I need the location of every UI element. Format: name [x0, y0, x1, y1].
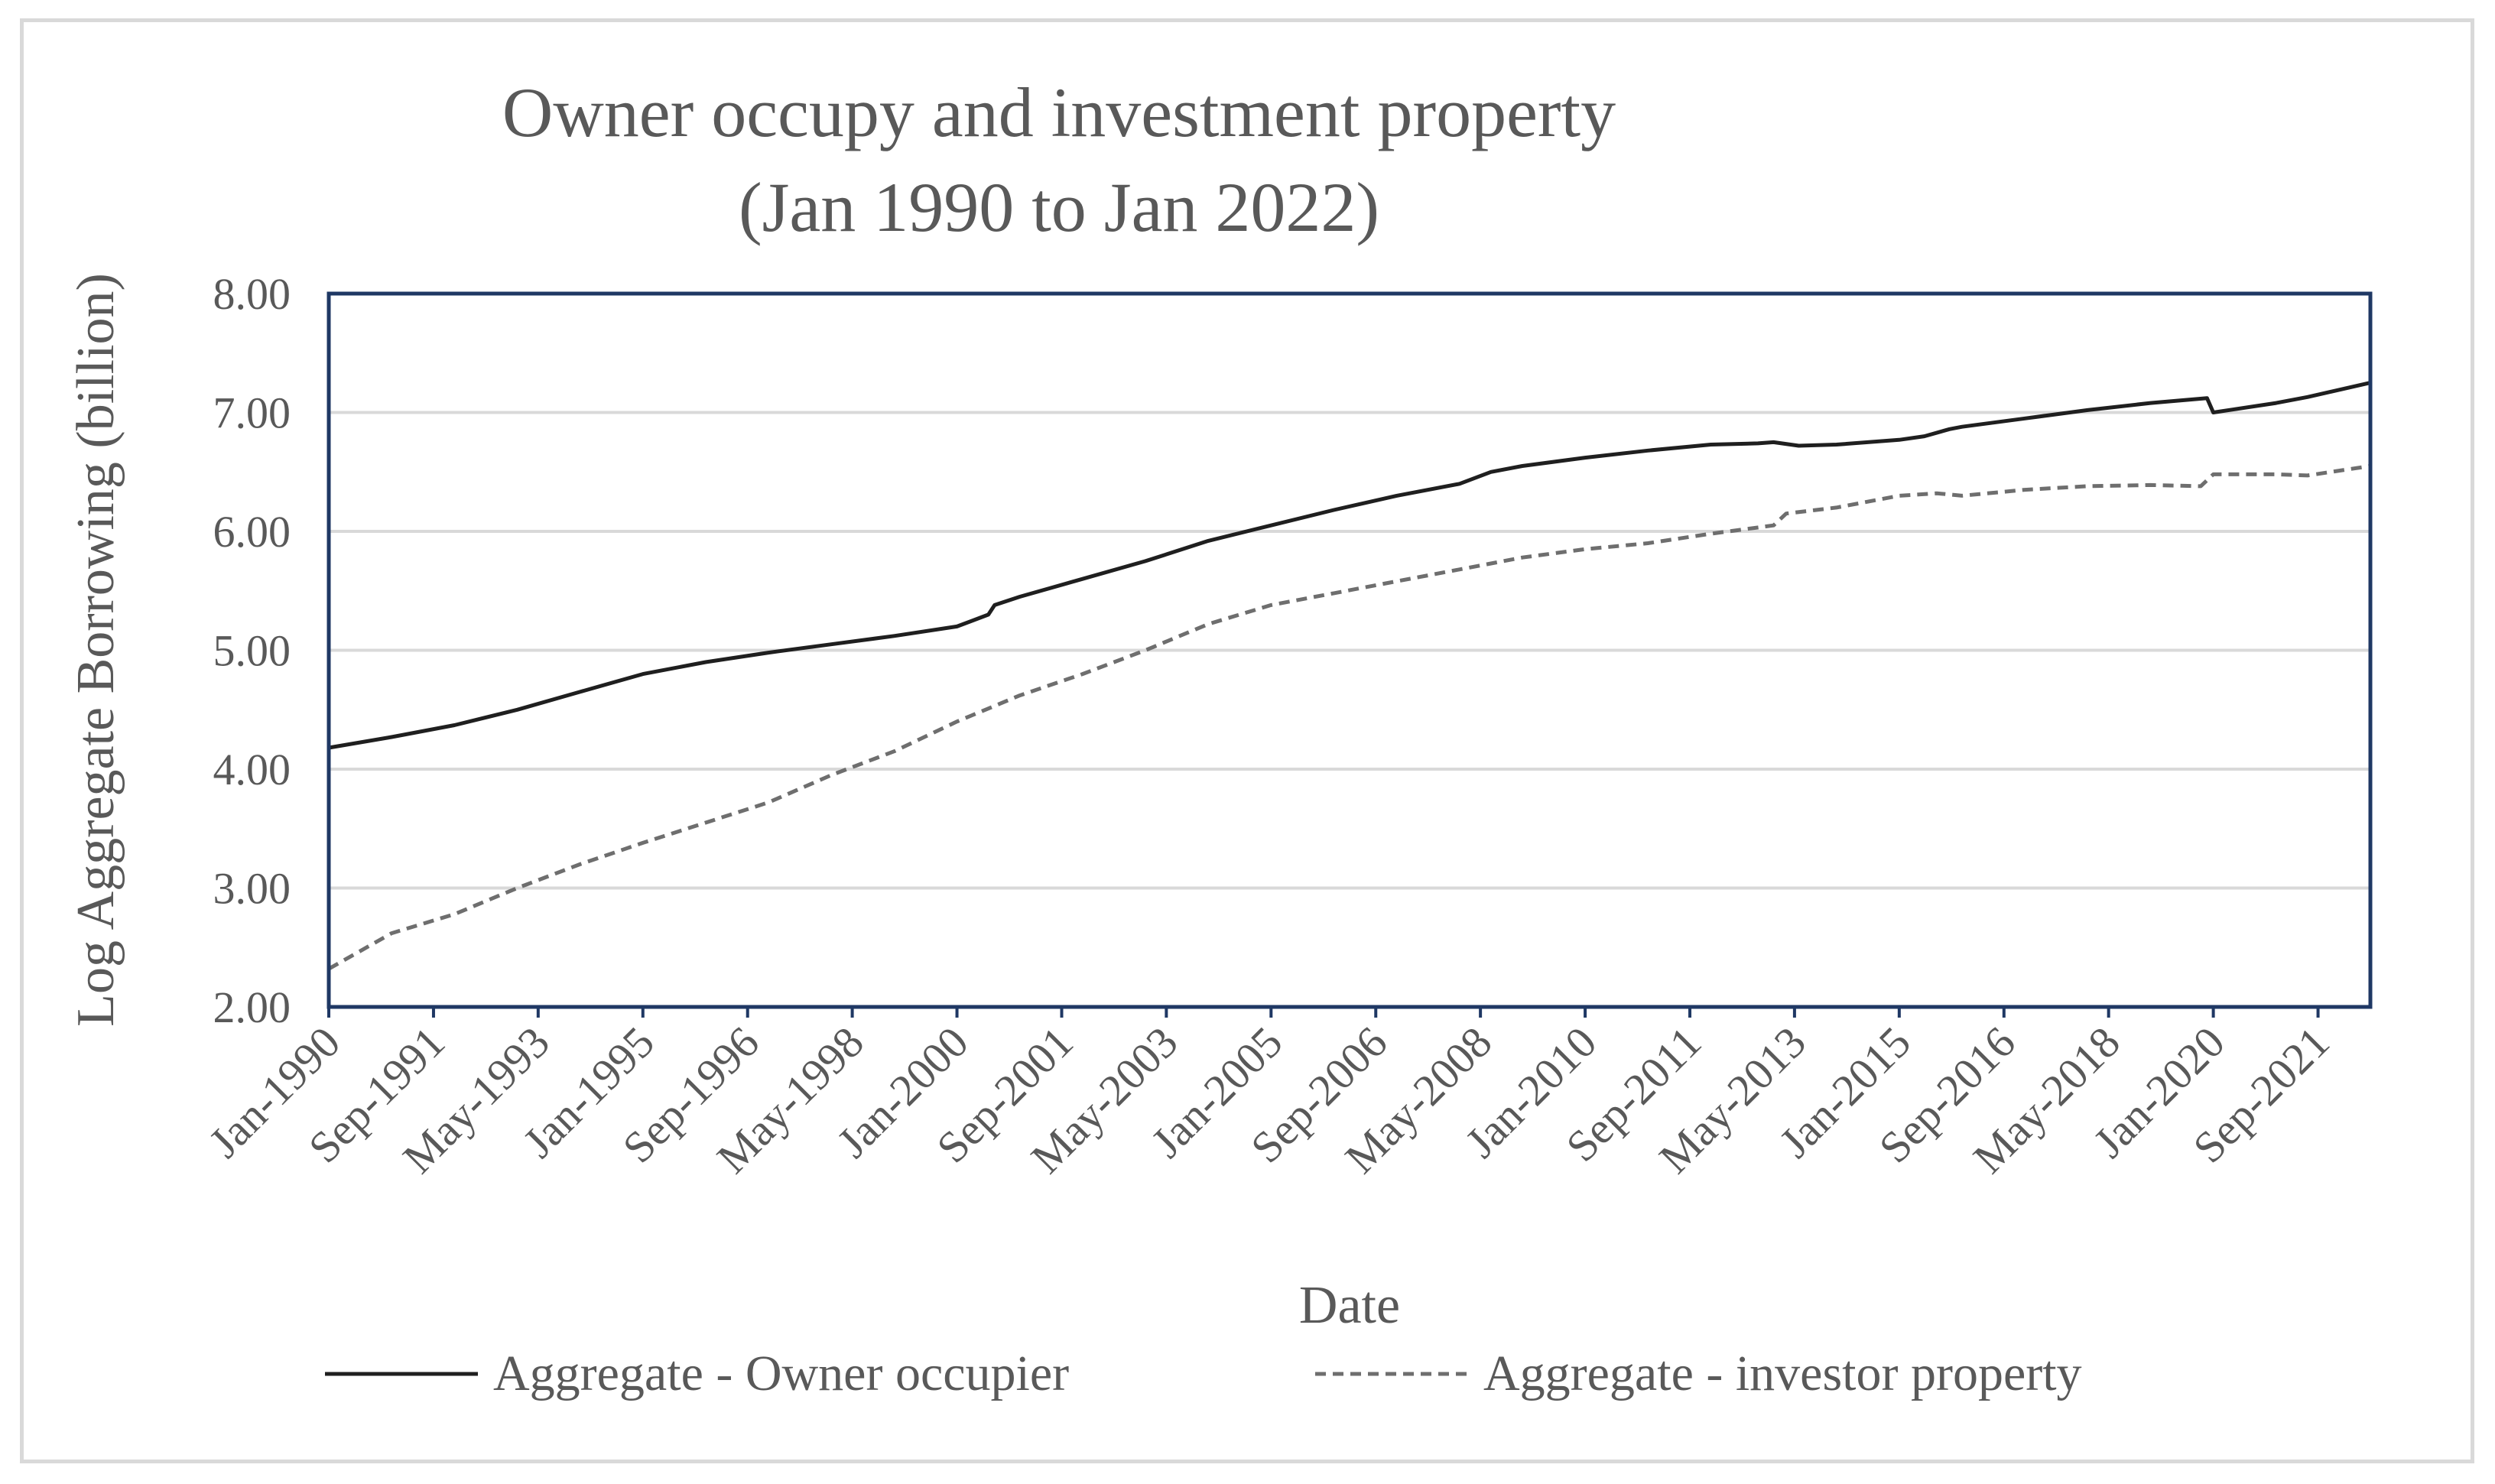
y-tick-label: 6.00	[213, 507, 291, 557]
y-tick-label: 3.00	[213, 864, 291, 914]
legend-label-owner-occupier: Aggregate - Owner occupier	[493, 1346, 1069, 1401]
series-line-investor-property	[327, 464, 2371, 971]
y-tick-label: 8.00	[213, 269, 291, 319]
plot-area-border	[326, 291, 2373, 1009]
y-axis-ticks: 2.00 3.00 4.00 5.00 6.00 7.00 8.00	[213, 269, 291, 1032]
legend: Aggregate - Owner occupier Aggregate - i…	[325, 1346, 2082, 1401]
y-tick-label: 5.00	[213, 626, 291, 676]
legend-label-investor-property: Aggregate - investor property	[1483, 1346, 2082, 1401]
x-axis-ticks: Jan-1990Sep-1991May-1993Jan-1995Sep-1996…	[200, 1007, 2339, 1183]
chart-title-line-1: Owner occupy and investment property	[502, 73, 1616, 151]
chart-frame	[20, 18, 2474, 1463]
series-layer	[327, 381, 2371, 971]
legend-item-investor-property: Aggregate - investor property	[1315, 1346, 2082, 1401]
y-axis-title: Log Aggregate Borrowing (billion)	[67, 273, 125, 1027]
y-tick-label: 7.00	[213, 388, 291, 438]
chart-title: Owner occupy and investment property (Ja…	[502, 73, 1616, 246]
gridlines	[329, 411, 2370, 890]
y-tick-label: 4.00	[213, 745, 291, 794]
x-axis-title: Date	[1299, 1276, 1400, 1335]
chart-title-line-2: (Jan 1990 to Jan 2022)	[739, 168, 1379, 246]
series-line-owner-occupier	[328, 381, 2371, 750]
y-tick-label: 2.00	[213, 982, 291, 1032]
legend-item-owner-occupier: Aggregate - Owner occupier	[325, 1346, 1069, 1401]
